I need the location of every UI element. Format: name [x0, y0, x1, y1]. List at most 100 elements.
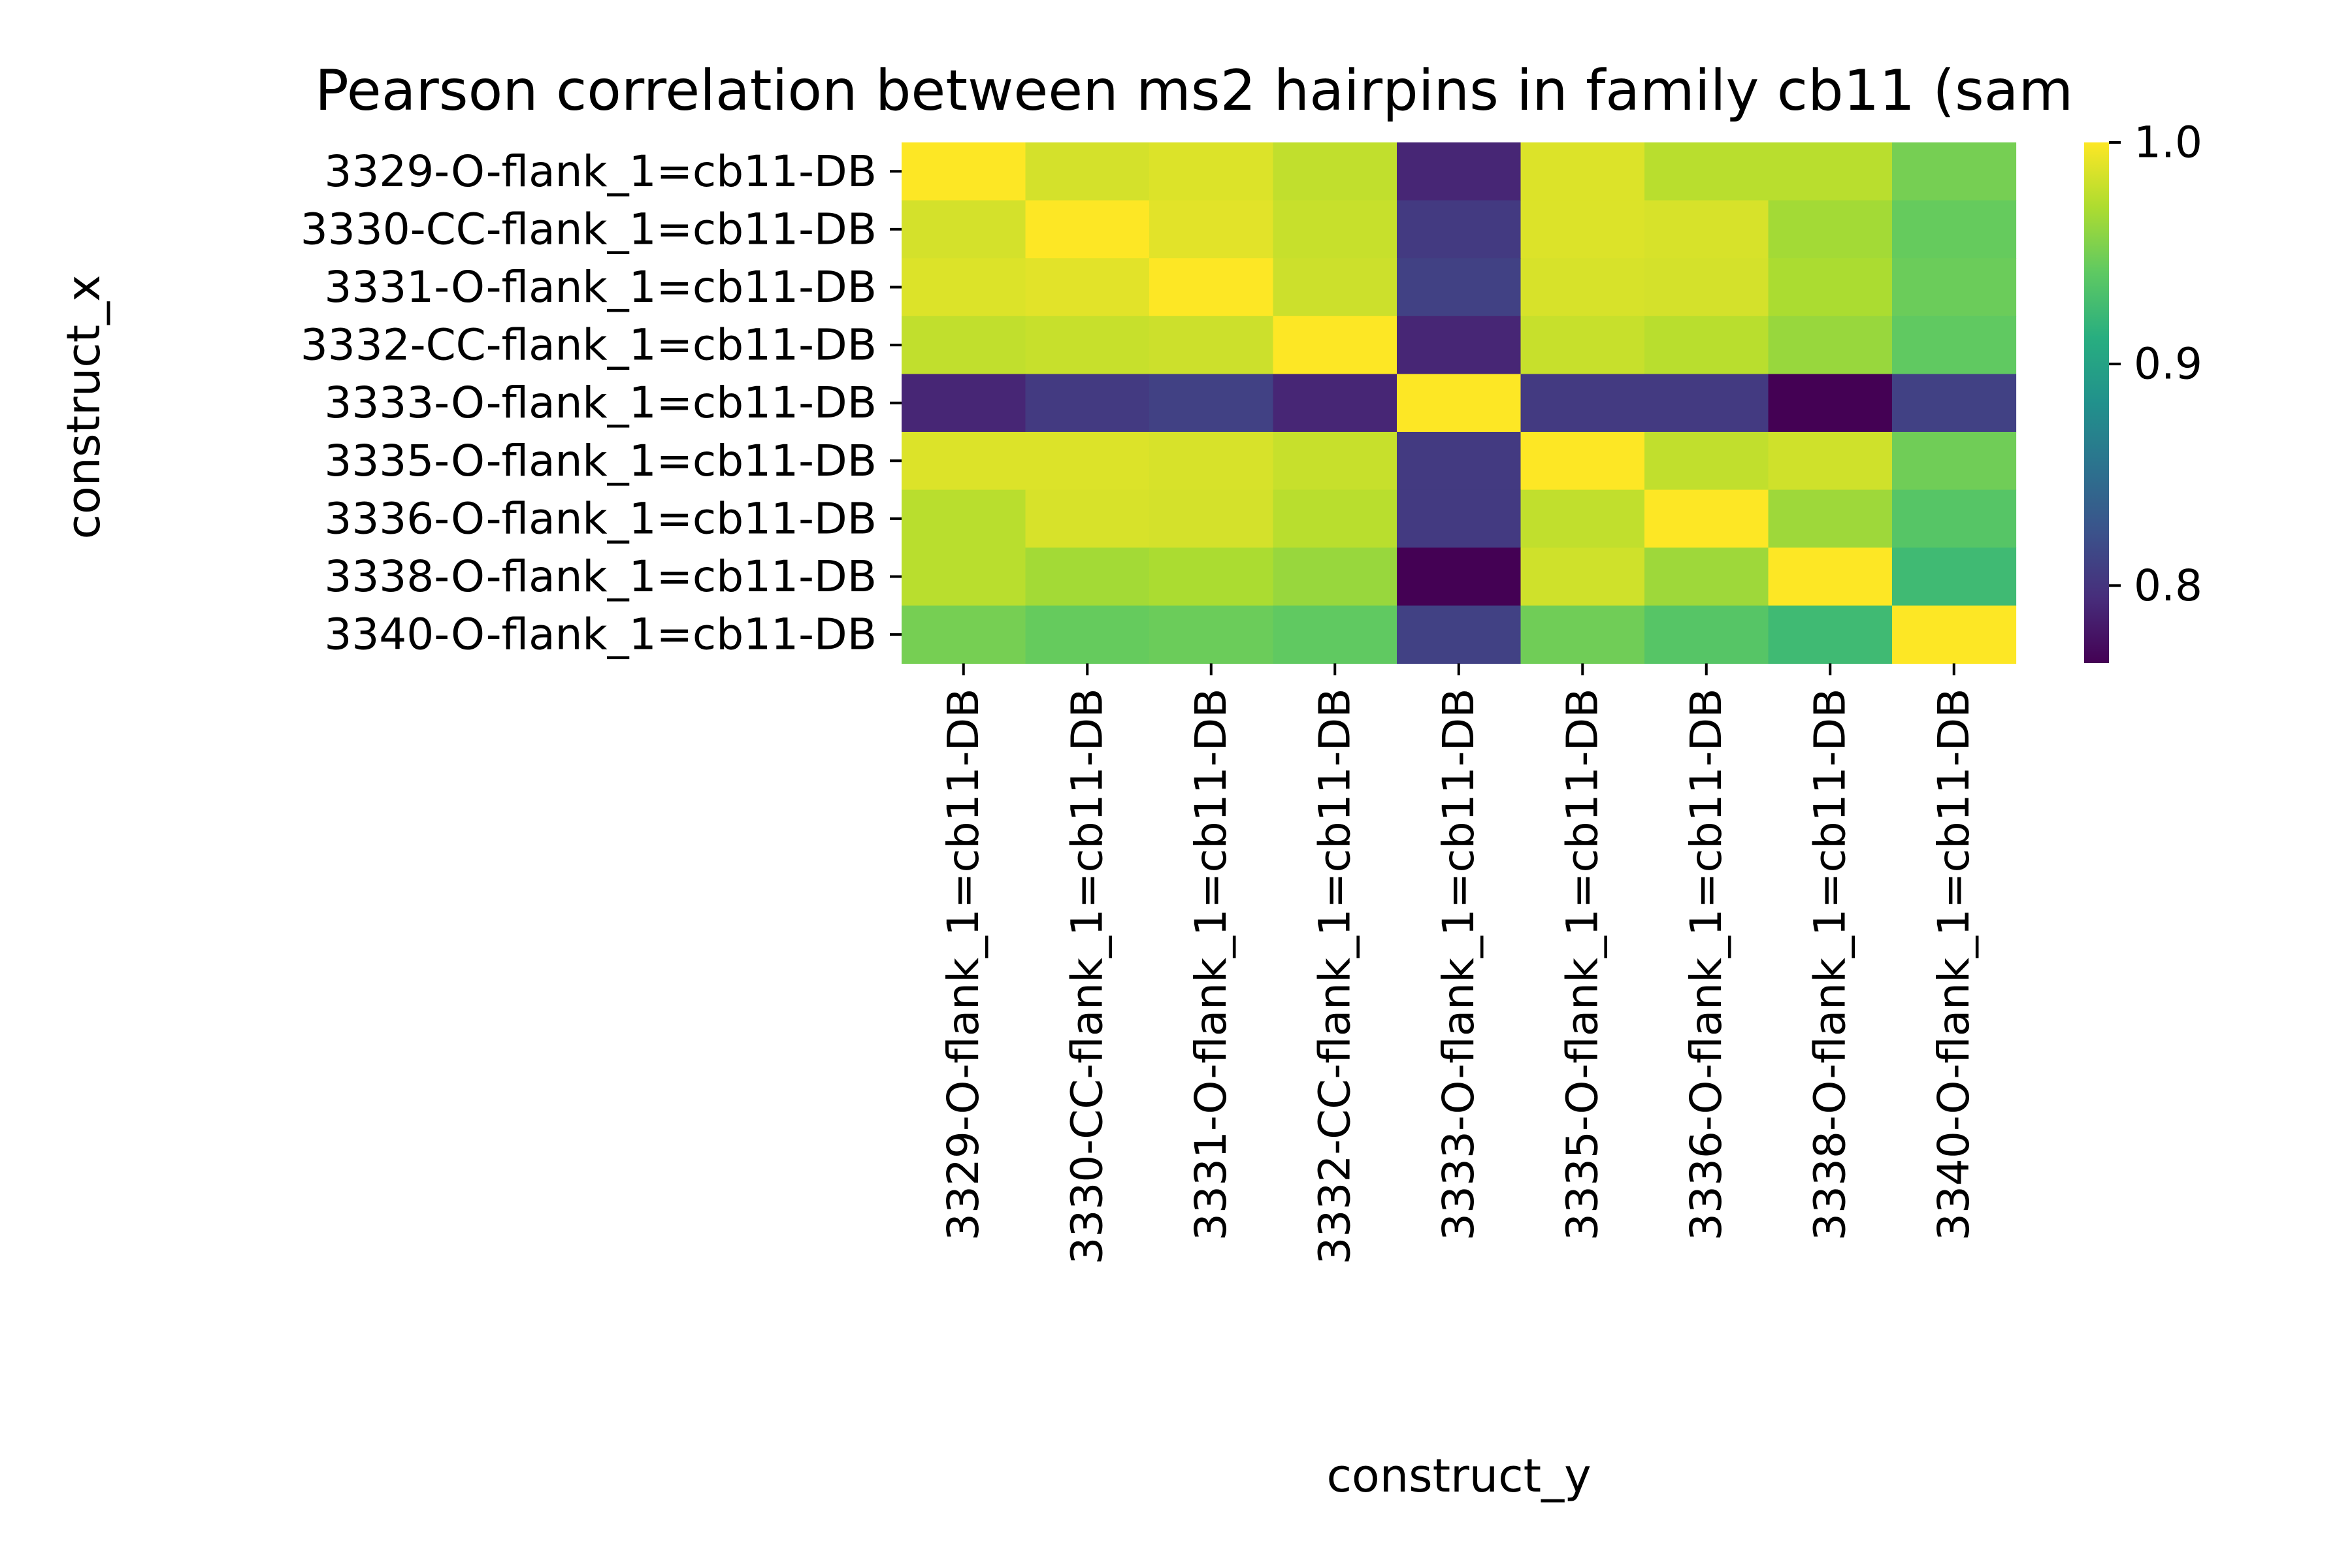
heatmap-cell-r4-c3: [1273, 374, 1397, 433]
heatmap-cell-r5-c6: [1644, 432, 1769, 491]
heatmap-cell-r3-c8: [1892, 316, 2017, 374]
heatmap-cell-r2-c3: [1273, 258, 1397, 317]
heatmap-cell-r5-c7: [1768, 432, 1893, 491]
heatmap-cell-r8-c2: [1149, 605, 1274, 664]
heatmap-cell-r3-c2: [1149, 316, 1274, 374]
heatmap-cell-r7-c8: [1892, 547, 2017, 606]
y-tick-label: 3331-O-flank_1=cb11-DB: [324, 262, 877, 312]
colorbar: [2084, 142, 2109, 663]
heatmap-cell-r2-c0: [902, 258, 1026, 317]
heatmap-cell-r1-c5: [1520, 200, 1645, 259]
heatmap-cell-r4-c0: [902, 374, 1026, 433]
heatmap-cell-r1-c1: [1025, 200, 1150, 259]
heatmap-cell-r7-c1: [1025, 547, 1150, 606]
heatmap-cell-r7-c5: [1520, 547, 1645, 606]
heatmap-cell-r8-c3: [1273, 605, 1397, 664]
heatmap-cell-r5-c4: [1397, 432, 1522, 491]
heatmap-cell-r7-c4: [1397, 547, 1522, 606]
colorbar-tick-label: 1.0: [2134, 118, 2202, 168]
x-tick-label: 3336-O-flank_1=cb11-DB: [1681, 688, 1731, 1241]
heatmap-cell-r8-c6: [1644, 605, 1769, 664]
x-tick-label: 3333-O-flank_1=cb11-DB: [1433, 688, 1484, 1241]
heatmap-cell-r3-c0: [902, 316, 1026, 374]
heatmap-cell-r0-c2: [1149, 142, 1274, 201]
heatmap-cell-r5-c1: [1025, 432, 1150, 491]
heatmap-cell-r4-c7: [1768, 374, 1893, 433]
heatmap-cell-r5-c5: [1520, 432, 1645, 491]
y-tick-label: 3329-O-flank_1=cb11-DB: [324, 146, 877, 197]
heatmap-cell-r1-c4: [1397, 200, 1522, 259]
heatmap-cell-r2-c2: [1149, 258, 1274, 317]
heatmap-cell-r0-c6: [1644, 142, 1769, 201]
heatmap-cell-r4-c1: [1025, 374, 1150, 433]
chart-title: Pearson correlation between ms2 hairpins…: [315, 58, 2073, 123]
heatmap-cell-r1-c3: [1273, 200, 1397, 259]
heatmap-cell-r3-c4: [1397, 316, 1522, 374]
y-tick-label: 3338-O-flank_1=cb11-DB: [324, 551, 877, 602]
heatmap-cell-r4-c6: [1644, 374, 1769, 433]
heatmap-cell-r6-c0: [902, 489, 1026, 548]
heatmap-cell-r7-c7: [1768, 547, 1893, 606]
heatmap-cell-r3-c3: [1273, 316, 1397, 374]
heatmap-cell-r8-c1: [1025, 605, 1150, 664]
heatmap-cell-r5-c8: [1892, 432, 2017, 491]
heatmap-cell-r0-c4: [1397, 142, 1522, 201]
heatmap-cell-r6-c4: [1397, 489, 1522, 548]
y-axis-label: construct_x: [57, 274, 110, 539]
heatmap-cell-r0-c0: [902, 142, 1026, 201]
x-tick-label: 3329-O-flank_1=cb11-DB: [938, 688, 988, 1241]
heatmap-cell-r7-c0: [902, 547, 1026, 606]
x-tick-label: 3335-O-flank_1=cb11-DB: [1558, 688, 1608, 1241]
y-tick-label: 3332-CC-flank_1=cb11-DB: [301, 320, 877, 370]
heatmap-cell-r6-c7: [1768, 489, 1893, 548]
colorbar-ticks: 0.8 0.9 1.0: [2109, 118, 2202, 611]
x-tick-label: 3330-CC-flank_1=cb11-DB: [1062, 688, 1113, 1264]
heatmap-cell-r2-c1: [1025, 258, 1150, 317]
x-tick-label: 3332-CC-flank_1=cb11-DB: [1310, 688, 1360, 1264]
heatmap-cell-r3-c5: [1520, 316, 1645, 374]
heatmap-cell-r3-c6: [1644, 316, 1769, 374]
x-tick-label: 3331-O-flank_1=cb11-DB: [1186, 688, 1236, 1241]
heatmap-cell-r0-c5: [1520, 142, 1645, 201]
heatmap-cell-r1-c0: [902, 200, 1026, 259]
x-tick-label: 3338-O-flank_1=cb11-DB: [1805, 688, 1855, 1241]
heatmap-cell-r4-c4: [1397, 374, 1522, 433]
heatmap-cell-r6-c3: [1273, 489, 1397, 548]
heatmap-cell-r6-c5: [1520, 489, 1645, 548]
colorbar-tick-label: 0.9: [2134, 339, 2202, 389]
heatmap-cell-r6-c1: [1025, 489, 1150, 548]
heatmap-cell-r1-c2: [1149, 200, 1274, 259]
heatmap-cell-r4-c5: [1520, 374, 1645, 433]
heatmap-cells: [902, 142, 2017, 664]
heatmap-cell-r2-c7: [1768, 258, 1893, 317]
heatmap-cell-r7-c6: [1644, 547, 1769, 606]
y-tick-label: 3330-CC-flank_1=cb11-DB: [301, 204, 877, 254]
heatmap-cell-r8-c8: [1892, 605, 2017, 664]
x-axis-ticks: 3329-O-flank_1=cb11-DB 3330-CC-flank_1=cb…: [938, 663, 1979, 1265]
heatmap-cell-r0-c3: [1273, 142, 1397, 201]
heatmap-cell-r5-c2: [1149, 432, 1274, 491]
heatmap-cell-r4-c2: [1149, 374, 1274, 433]
heatmap-cell-r2-c4: [1397, 258, 1522, 317]
heatmap-cell-r7-c3: [1273, 547, 1397, 606]
heatmap-cell-r8-c5: [1520, 605, 1645, 664]
heatmap-cell-r6-c8: [1892, 489, 2017, 548]
heatmap-cell-r0-c1: [1025, 142, 1150, 201]
heatmap-cell-r2-c8: [1892, 258, 2017, 317]
y-tick-label: 3333-O-flank_1=cb11-DB: [324, 378, 877, 428]
heatmap-cell-r3-c7: [1768, 316, 1893, 374]
heatmap-cell-r0-c7: [1768, 142, 1893, 201]
y-axis-ticks: 3329-O-flank_1=cb11-DB 3330-CC-flank_1=cb…: [301, 146, 902, 660]
heatmap-cell-r7-c2: [1149, 547, 1274, 606]
x-tick-label: 3340-O-flank_1=cb11-DB: [1929, 688, 1979, 1241]
colorbar-tick-label: 0.8: [2134, 561, 2202, 611]
heatmap-cell-r1-c7: [1768, 200, 1893, 259]
y-tick-label: 3336-O-flank_1=cb11-DB: [324, 493, 877, 544]
heatmap-cell-r6-c2: [1149, 489, 1274, 548]
heatmap-cell-r1-c6: [1644, 200, 1769, 259]
heatmap-cell-r5-c3: [1273, 432, 1397, 491]
heatmap-cell-r1-c8: [1892, 200, 2017, 259]
heatmap-cell-r5-c0: [902, 432, 1026, 491]
heatmap-cell-r4-c8: [1892, 374, 2017, 433]
